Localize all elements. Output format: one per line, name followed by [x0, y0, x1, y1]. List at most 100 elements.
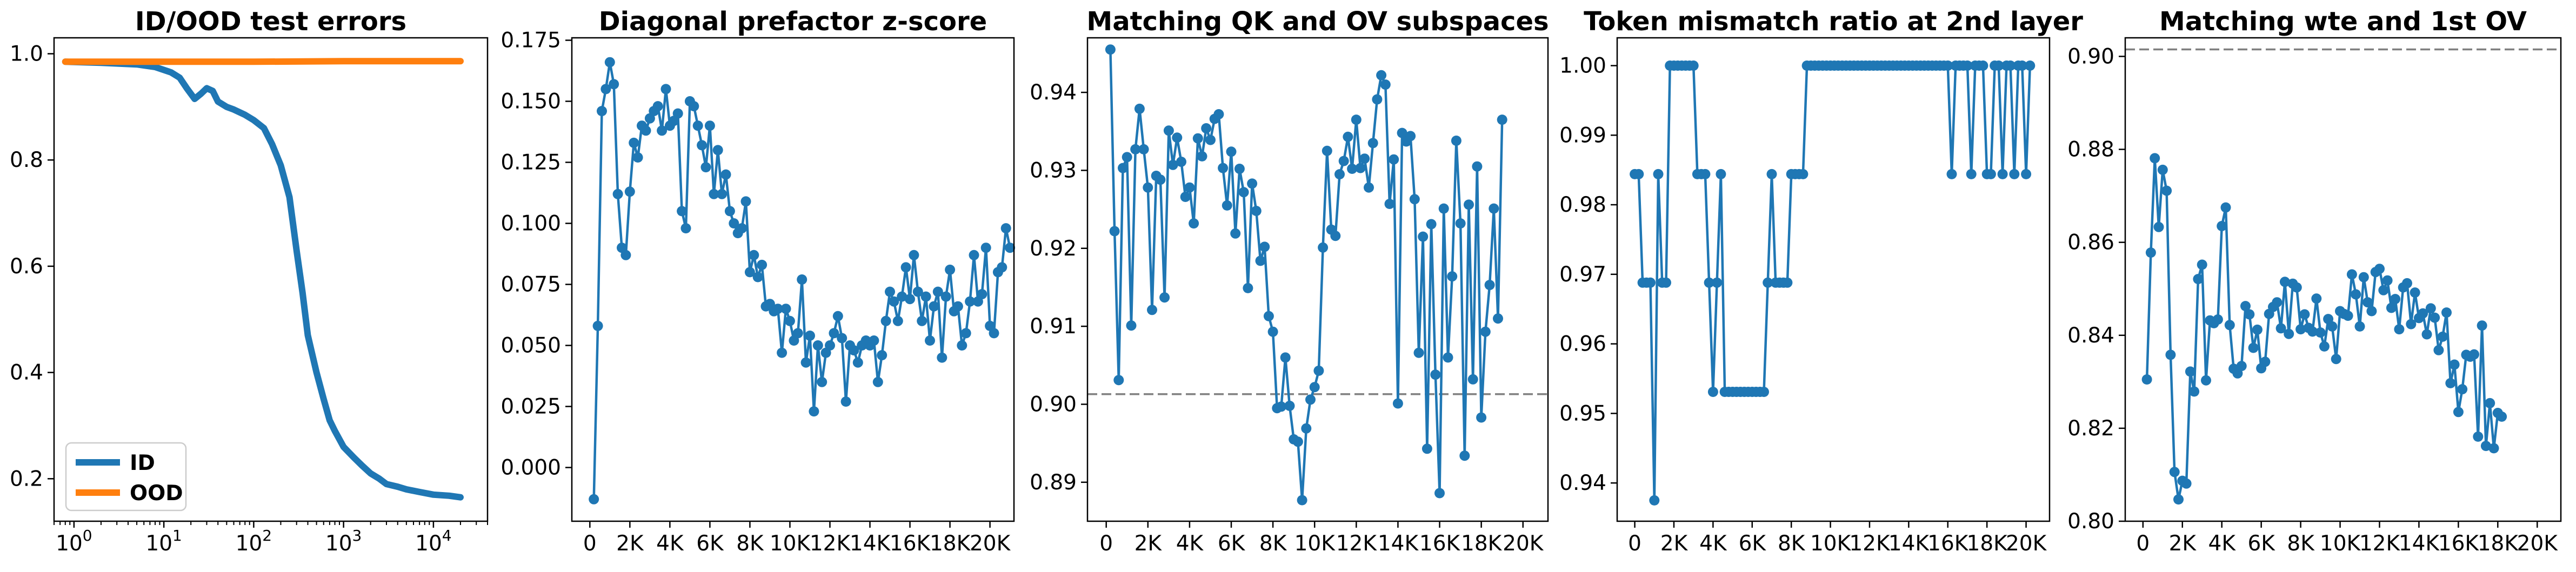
data-point	[920, 291, 931, 302]
y-tick-label: 0.88	[2067, 138, 2114, 162]
data-point	[620, 250, 631, 260]
data-point	[1259, 241, 1270, 252]
data-point	[980, 243, 991, 253]
data-point	[2005, 60, 2016, 71]
data-point	[1267, 326, 1278, 337]
data-point	[1688, 60, 1699, 71]
data-point	[1782, 277, 1793, 288]
data-point	[2346, 269, 2357, 280]
data-point	[1467, 374, 1478, 385]
data-point	[2161, 185, 2172, 196]
x-tick-label: 4K	[656, 531, 684, 556]
data-point	[1434, 488, 1445, 499]
data-point	[1201, 123, 1212, 133]
data-point	[1234, 164, 1245, 174]
data-point	[2445, 378, 2456, 388]
data-point	[960, 328, 971, 339]
data-point	[977, 289, 987, 300]
data-point	[997, 262, 1007, 273]
data-point	[589, 494, 599, 504]
data-point	[1985, 169, 1996, 179]
data-point	[1230, 228, 1241, 239]
data-point	[892, 315, 903, 326]
y-tick-label: 0.075	[500, 273, 561, 297]
series-line-id	[62, 58, 464, 501]
plot-area: 0.800.820.840.860.880.900 2K 4K 6K 8K 10K12K1…	[2067, 37, 2562, 556]
data-point	[1218, 163, 1229, 173]
data-point	[2141, 374, 2152, 385]
y-tick-label: 0.100	[500, 212, 561, 236]
data-point	[1309, 382, 1320, 393]
data-point	[952, 301, 963, 312]
panel-title: Matching wte and 1st OV	[2159, 6, 2527, 37]
x-tick-label: 10K	[770, 531, 811, 556]
legend-label: ID	[130, 451, 155, 475]
data-point	[1143, 182, 1153, 193]
panel-title: Matching QK and OV subspaces	[1086, 6, 1549, 37]
data-point	[2021, 169, 2032, 179]
data-point	[1176, 157, 1186, 167]
data-point	[1443, 352, 1453, 363]
data-point	[1497, 115, 1507, 125]
data-point	[2017, 60, 2027, 71]
data-point	[2354, 321, 2365, 332]
data-point	[712, 145, 723, 156]
data-point	[2009, 169, 2020, 179]
data-point	[929, 301, 939, 312]
data-point	[777, 347, 788, 358]
panel-diagonal-prefactor-z-score: Diagonal prefactor z-score 0.0000.0250.0…	[500, 6, 1016, 556]
data-point	[1480, 326, 1491, 337]
data-point	[1476, 412, 1487, 423]
data-point	[1292, 436, 1303, 447]
data-point	[1633, 169, 1644, 179]
data-point	[2248, 342, 2259, 353]
x-tick-label: 20K	[970, 531, 1011, 556]
data-point	[885, 286, 895, 297]
data-point	[2169, 467, 2180, 477]
data-point	[2485, 398, 2495, 408]
data-point	[1213, 109, 1224, 119]
data-point	[2240, 301, 2251, 312]
x-tick-label: 6K	[696, 531, 724, 556]
data-point	[2480, 441, 2491, 452]
data-point	[1426, 219, 1437, 230]
y-tick-label: 0.99	[1559, 123, 1606, 147]
x-tick-label: 100	[56, 527, 92, 556]
data-point	[2390, 294, 2401, 305]
x-tick-label: 8K	[736, 531, 764, 556]
data-point	[852, 357, 863, 368]
data-point	[805, 331, 815, 341]
x-tick-label: 0	[2136, 531, 2150, 556]
legend: ID OOD	[65, 442, 187, 512]
data-point	[680, 223, 691, 234]
axes-frame	[1086, 37, 1549, 522]
y-tick-label: 0.92	[1030, 237, 1077, 261]
data-point	[1367, 138, 1378, 149]
data-point	[2449, 359, 2460, 370]
data-point	[2295, 324, 2306, 335]
data-point	[1130, 144, 1141, 154]
x-tick-label: 12K	[810, 531, 851, 556]
data-point	[792, 328, 803, 339]
data-point	[809, 406, 819, 417]
data-point	[2025, 60, 2036, 71]
y-tick-label: 0.82	[2067, 416, 2114, 441]
data-point	[800, 357, 811, 368]
data-point	[1355, 163, 1366, 173]
data-point	[2402, 278, 2412, 288]
data-point	[1147, 305, 1157, 315]
data-point	[1313, 365, 1324, 376]
data-point	[1798, 169, 1808, 179]
data-point	[889, 296, 899, 307]
y-tick-label: 0.8	[10, 148, 43, 172]
data-point	[1222, 200, 1232, 211]
data-point	[1962, 60, 1973, 71]
data-point	[709, 189, 719, 199]
data-point	[1489, 203, 1499, 214]
x-tick-label: 16K	[1419, 531, 1461, 556]
data-point	[2275, 323, 2286, 334]
data-point	[2153, 221, 2164, 232]
data-point	[1700, 169, 1711, 179]
data-point	[2386, 302, 2397, 313]
data-point	[2212, 314, 2223, 325]
